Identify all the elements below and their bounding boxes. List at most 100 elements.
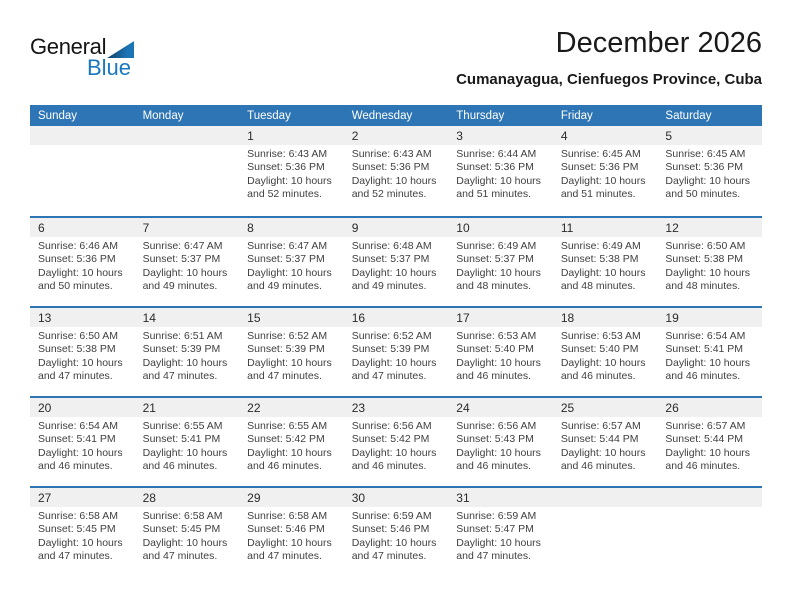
day-cell-30: 30 Sunrise: 6:59 AM Sunset: 5:46 PM Dayligh… bbox=[343, 488, 449, 576]
calendar-table: Sunday Monday Tuesday Wednesday Thursday Frid… bbox=[30, 105, 762, 576]
day-info-line: Daylight: 10 hours bbox=[351, 356, 437, 369]
day-info-line: and 46 minutes. bbox=[456, 460, 531, 473]
weekday-header-thursday: Thursday bbox=[456, 109, 505, 122]
day-details: Sunrise: 6:54 AM Sunset: 5:41 PM Daylight:… bbox=[30, 417, 135, 474]
day-details: Sunrise: 6:49 AM Sunset: 5:37 PM Daylight:… bbox=[448, 237, 553, 294]
day-info-line: Daylight: 10 hours bbox=[456, 266, 541, 279]
day-cell-1: 1 Sunrise: 6:43 AM Sunset: 5:36 PM Daylight… bbox=[239, 126, 344, 216]
day-info-line: Sunset: 5:41 PM bbox=[665, 343, 744, 356]
day-details: Sunrise: 6:52 AM Sunset: 5:39 PM Daylight:… bbox=[239, 327, 344, 384]
day-details: Sunrise: 6:59 AM Sunset: 5:46 PM Daylight:… bbox=[344, 507, 449, 564]
day-info-line: Sunrise: 6:47 AM bbox=[247, 240, 328, 252]
day-number: 27 bbox=[30, 488, 135, 507]
day-info-line: Daylight: 10 hours bbox=[351, 266, 437, 279]
day-cell-4: 4 Sunrise: 6:45 AM Sunset: 5:36 PM Daylight… bbox=[552, 126, 658, 216]
day-info-line: Sunset: 5:40 PM bbox=[456, 343, 534, 356]
day-cell-29: 29 Sunrise: 6:58 AM Sunset: 5:46 PM Dayligh… bbox=[239, 488, 344, 576]
day-info-line: Daylight: 10 hours bbox=[142, 356, 228, 369]
day-info-line: Sunset: 5:36 PM bbox=[560, 161, 639, 174]
day-info-line: Daylight: 10 hours bbox=[351, 174, 437, 187]
day-details: Sunrise: 6:55 AM Sunset: 5:42 PM Daylight:… bbox=[239, 417, 344, 474]
day-cell-23: 23 Sunrise: 6:56 AM Sunset: 5:42 PM Dayligh… bbox=[343, 398, 449, 486]
day-info-line: Sunrise: 6:54 AM bbox=[38, 420, 118, 432]
day-info-line: Sunrise: 6:49 AM bbox=[456, 240, 537, 252]
day-details: Sunrise: 6:44 AM Sunset: 5:36 PM Daylight:… bbox=[448, 145, 553, 202]
day-cell-5: 5 Sunrise: 6:45 AM Sunset: 5:36 PM Daylight… bbox=[657, 126, 762, 216]
day-cell-empty bbox=[657, 488, 762, 576]
day-details: Sunrise: 6:58 AM Sunset: 5:45 PM Daylight:… bbox=[30, 507, 135, 564]
day-info-line: Sunset: 5:43 PM bbox=[456, 433, 534, 446]
day-info-line: and 47 minutes. bbox=[351, 550, 427, 563]
day-info-line: and 46 minutes. bbox=[560, 460, 636, 473]
day-info-line: and 47 minutes. bbox=[247, 370, 322, 383]
day-info-line: and 48 minutes. bbox=[456, 280, 531, 293]
weeks-container: 1 Sunrise: 6:43 AM Sunset: 5:36 PM Daylight… bbox=[30, 126, 762, 576]
day-details: Sunrise: 6:45 AM Sunset: 5:36 PM Daylight:… bbox=[553, 145, 658, 202]
day-number: 24 bbox=[448, 398, 553, 417]
day-info-line: Sunset: 5:36 PM bbox=[665, 161, 744, 174]
day-info-line: Sunrise: 6:48 AM bbox=[351, 240, 432, 252]
logo-text-general: General bbox=[30, 34, 107, 59]
day-info-line: and 49 minutes. bbox=[247, 280, 322, 293]
day-info-line: Daylight: 10 hours bbox=[560, 174, 646, 187]
day-cell-empty bbox=[552, 488, 658, 576]
day-info-line: Sunrise: 6:50 AM bbox=[665, 240, 746, 252]
day-number: 23 bbox=[343, 398, 449, 417]
week-row-2: 6 Sunrise: 6:46 AM Sunset: 5:36 PM Daylight… bbox=[30, 216, 762, 306]
week-row-3: 13 Sunrise: 6:50 AM Sunset: 5:38 PM Dayligh… bbox=[30, 306, 762, 396]
day-details bbox=[657, 507, 762, 510]
day-info-line: Sunset: 5:39 PM bbox=[351, 343, 430, 356]
day-number: 31 bbox=[448, 488, 553, 507]
day-info-line: Daylight: 10 hours bbox=[665, 266, 751, 279]
day-info-line: Daylight: 10 hours bbox=[351, 446, 437, 459]
day-details bbox=[30, 145, 135, 148]
day-cell-12: 12 Sunrise: 6:50 AM Sunset: 5:38 PM Dayligh… bbox=[657, 218, 762, 306]
day-details: Sunrise: 6:48 AM Sunset: 5:37 PM Daylight:… bbox=[344, 237, 449, 294]
day-info-line: Daylight: 10 hours bbox=[351, 536, 437, 549]
logo-text-blue: Blue bbox=[87, 55, 132, 80]
day-info-line: and 46 minutes. bbox=[456, 370, 531, 383]
day-info-line: Sunset: 5:42 PM bbox=[247, 433, 325, 446]
day-number: 14 bbox=[134, 308, 240, 327]
day-details: Sunrise: 6:57 AM Sunset: 5:44 PM Daylight:… bbox=[553, 417, 658, 474]
logo-triangle-icon bbox=[107, 41, 135, 58]
day-info-line: Daylight: 10 hours bbox=[142, 266, 228, 279]
day-details: Sunrise: 6:56 AM Sunset: 5:43 PM Daylight:… bbox=[448, 417, 553, 474]
day-number: 17 bbox=[448, 308, 553, 327]
day-info-line: Sunset: 5:41 PM bbox=[38, 433, 116, 446]
day-info-line: Sunset: 5:39 PM bbox=[142, 343, 221, 356]
day-info-line: and 46 minutes. bbox=[38, 460, 113, 473]
location-subtitle: Cumanayagua, Cienfuegos Province, Cuba bbox=[456, 70, 762, 88]
day-details: Sunrise: 6:45 AM Sunset: 5:36 PM Daylight:… bbox=[657, 145, 762, 202]
day-number: 28 bbox=[134, 488, 240, 507]
day-number: 11 bbox=[552, 218, 658, 237]
day-info-line: Daylight: 10 hours bbox=[560, 266, 646, 279]
day-info-line: Sunrise: 6:52 AM bbox=[247, 330, 328, 342]
day-cell-8: 8 Sunrise: 6:47 AM Sunset: 5:37 PM Daylight… bbox=[239, 218, 344, 306]
day-cell-21: 21 Sunrise: 6:55 AM Sunset: 5:41 PM Dayligh… bbox=[134, 398, 240, 486]
day-number: 25 bbox=[552, 398, 658, 417]
day-info-line: Sunrise: 6:56 AM bbox=[456, 420, 537, 432]
weekday-header-tuesday: Tuesday bbox=[247, 109, 291, 122]
day-details: Sunrise: 6:49 AM Sunset: 5:38 PM Daylight:… bbox=[553, 237, 658, 294]
day-info-line: Sunset: 5:37 PM bbox=[456, 253, 534, 266]
day-info-line: Sunset: 5:39 PM bbox=[247, 343, 325, 356]
day-info-line: Daylight: 10 hours bbox=[38, 446, 123, 459]
day-info-line: Daylight: 10 hours bbox=[142, 446, 228, 459]
day-info-line: Daylight: 10 hours bbox=[665, 174, 751, 187]
day-info-line: and 47 minutes. bbox=[38, 370, 113, 383]
day-info-line: and 47 minutes. bbox=[351, 370, 427, 383]
day-info-line: Sunrise: 6:52 AM bbox=[351, 330, 432, 342]
page-header: General Blue December 2026 Cumanayagua, … bbox=[30, 27, 762, 97]
day-cell-24: 24 Sunrise: 6:56 AM Sunset: 5:43 PM Dayligh… bbox=[448, 398, 553, 486]
day-cell-14: 14 Sunrise: 6:51 AM Sunset: 5:39 PM Dayligh… bbox=[134, 308, 240, 396]
day-details: Sunrise: 6:50 AM Sunset: 5:38 PM Daylight:… bbox=[657, 237, 762, 294]
day-info-line: Sunrise: 6:58 AM bbox=[38, 510, 118, 522]
day-info-line: Daylight: 10 hours bbox=[142, 536, 228, 549]
day-info-line: Sunrise: 6:46 AM bbox=[38, 240, 118, 252]
day-details: Sunrise: 6:58 AM Sunset: 5:45 PM Daylight:… bbox=[135, 507, 240, 564]
day-details: Sunrise: 6:50 AM Sunset: 5:38 PM Daylight:… bbox=[30, 327, 135, 384]
day-info-line: Sunrise: 6:59 AM bbox=[456, 510, 537, 522]
day-cell-11: 11 Sunrise: 6:49 AM Sunset: 5:38 PM Dayligh… bbox=[552, 218, 658, 306]
